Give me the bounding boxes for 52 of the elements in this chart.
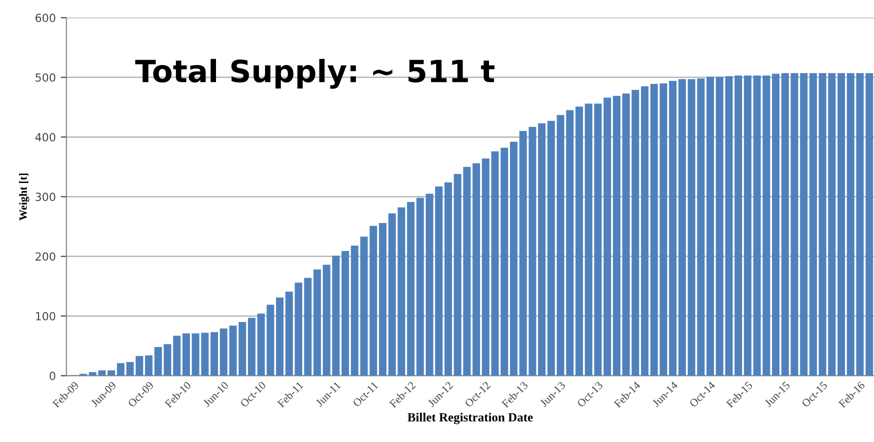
bar: [744, 76, 752, 376]
bar: [575, 106, 583, 376]
bar: [304, 278, 312, 376]
y-tick-label: 600: [36, 14, 56, 22]
bar: [547, 120, 555, 376]
bar: [706, 76, 714, 376]
bar: [482, 158, 490, 376]
bar: [350, 246, 358, 376]
bar: [248, 318, 256, 376]
bar: [472, 163, 480, 376]
bar: [313, 269, 321, 376]
y-tick-label: 500: [36, 73, 56, 82]
y-axis-title: Weight [t]: [19, 174, 30, 220]
y-tick-label: 200: [36, 252, 56, 261]
bar: [294, 282, 302, 376]
bar: [210, 332, 218, 376]
bar: [370, 226, 378, 376]
bar: [669, 80, 677, 376]
bar: [426, 194, 434, 376]
bar: [342, 250, 350, 376]
bar: [173, 336, 181, 376]
bar: [612, 96, 620, 376]
bar: [604, 98, 612, 376]
bar: [416, 198, 424, 376]
bar: [378, 222, 386, 376]
y-tick-label: 0: [50, 372, 56, 380]
y-tick-label: 400: [35, 132, 56, 142]
y-tick-label: 300: [36, 192, 56, 202]
bar: [678, 79, 686, 376]
bar: [360, 236, 368, 376]
bar: [640, 86, 648, 376]
bar: [809, 73, 817, 376]
bar: [276, 298, 284, 376]
y-tick-label: 100: [36, 312, 56, 320]
bar: [116, 363, 124, 376]
bar: [407, 202, 415, 376]
bar: [838, 73, 845, 376]
bar: [866, 73, 874, 376]
bar: [510, 142, 518, 376]
bar: [734, 76, 742, 376]
bar: [772, 74, 780, 376]
bar: [800, 73, 808, 376]
x-axis-title: Billet Registration Date: [408, 412, 533, 424]
annotation: Total Supply: ~ 511 t: [135, 58, 495, 89]
bar: [238, 322, 246, 376]
bar: [435, 186, 443, 376]
bar: [538, 123, 546, 376]
bar: [285, 292, 293, 376]
bar: [145, 355, 153, 376]
bar: [108, 370, 116, 376]
bar: [182, 333, 190, 376]
bar: [444, 182, 452, 376]
